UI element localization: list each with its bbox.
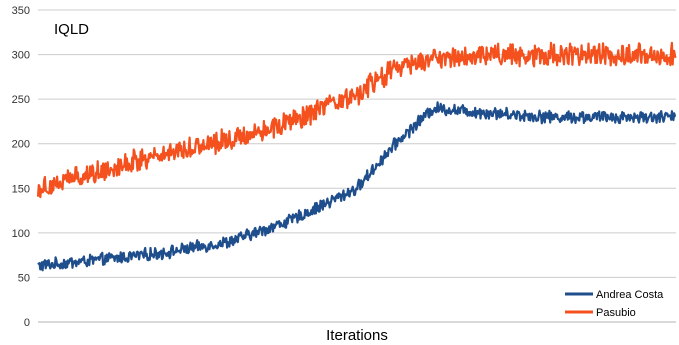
series-line bbox=[36, 41, 677, 199]
y-tick-label: 100 bbox=[12, 228, 30, 240]
y-tick-label: 150 bbox=[12, 183, 30, 195]
y-tick-label: 350 bbox=[12, 5, 30, 17]
grid-lines bbox=[38, 9, 676, 323]
y-tick-label: 250 bbox=[12, 94, 30, 106]
x-axis-label: Iterations bbox=[326, 327, 388, 344]
legend: Andrea Costa Pasubio bbox=[565, 289, 664, 319]
legend-label: Pasubio bbox=[596, 307, 636, 319]
y-tick-label: 300 bbox=[12, 50, 30, 62]
y-axis-ticks: 0 50 100 150 200 250 300 350 bbox=[12, 5, 30, 329]
chart-title: IQLD bbox=[54, 21, 89, 38]
legend-label: Andrea Costa bbox=[596, 289, 664, 301]
y-tick-label: 200 bbox=[12, 139, 30, 151]
series-group bbox=[36, 41, 677, 272]
y-tick-label: 50 bbox=[18, 272, 30, 284]
series-line bbox=[37, 101, 677, 272]
y-tick-label: 0 bbox=[24, 317, 30, 329]
